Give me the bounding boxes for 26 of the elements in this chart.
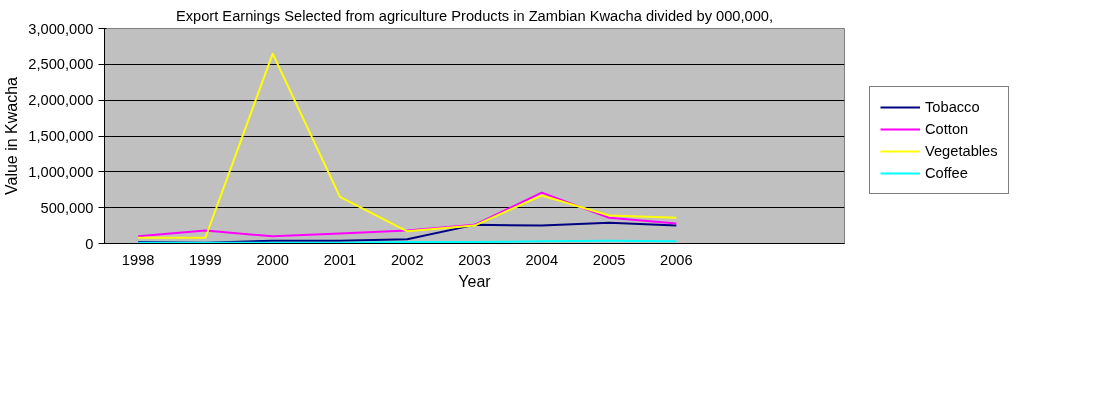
y-tick-label: 2,500,000 [28, 56, 94, 73]
x-tick-label: 2005 [592, 251, 626, 268]
x-tick-label: 2003 [458, 251, 491, 268]
x-tick-label: 2004 [525, 251, 559, 268]
y-tick-label: 0 [85, 235, 94, 252]
x-tick-label: 2002 [390, 251, 424, 268]
x-tick-label: 2000 [256, 251, 289, 268]
y-tick-label: 1,500,000 [28, 128, 94, 144]
legend-label: Tobacco [925, 98, 980, 115]
y-tick-label: 2,000,000 [28, 92, 94, 109]
y-tick-label: 500,000 [40, 199, 94, 216]
line-series [137, 221, 678, 244]
x-tick-label: 2006 [660, 251, 693, 268]
x-tick-label: 1998 [121, 251, 155, 268]
y-tick-label: 3,000,000 [28, 20, 94, 37]
line-series [137, 191, 678, 238]
legend-label: Cotton [925, 120, 969, 137]
legend-label: Coffee [925, 164, 968, 181]
x-axis-title: Year [458, 272, 492, 290]
legend-label: Vegetables [925, 142, 998, 159]
y-tick-label: 1,000,000 [28, 163, 94, 180]
x-tick-label: 2001 [323, 251, 357, 268]
line-series [137, 52, 678, 239]
y-axis-title: Value in Kwacha [3, 76, 21, 195]
x-tick-label: 1999 [189, 251, 222, 268]
chart-title: Export Earnings Selected from agriculture Products in Zambian Kwacha divided by 000,000, [175, 7, 774, 24]
